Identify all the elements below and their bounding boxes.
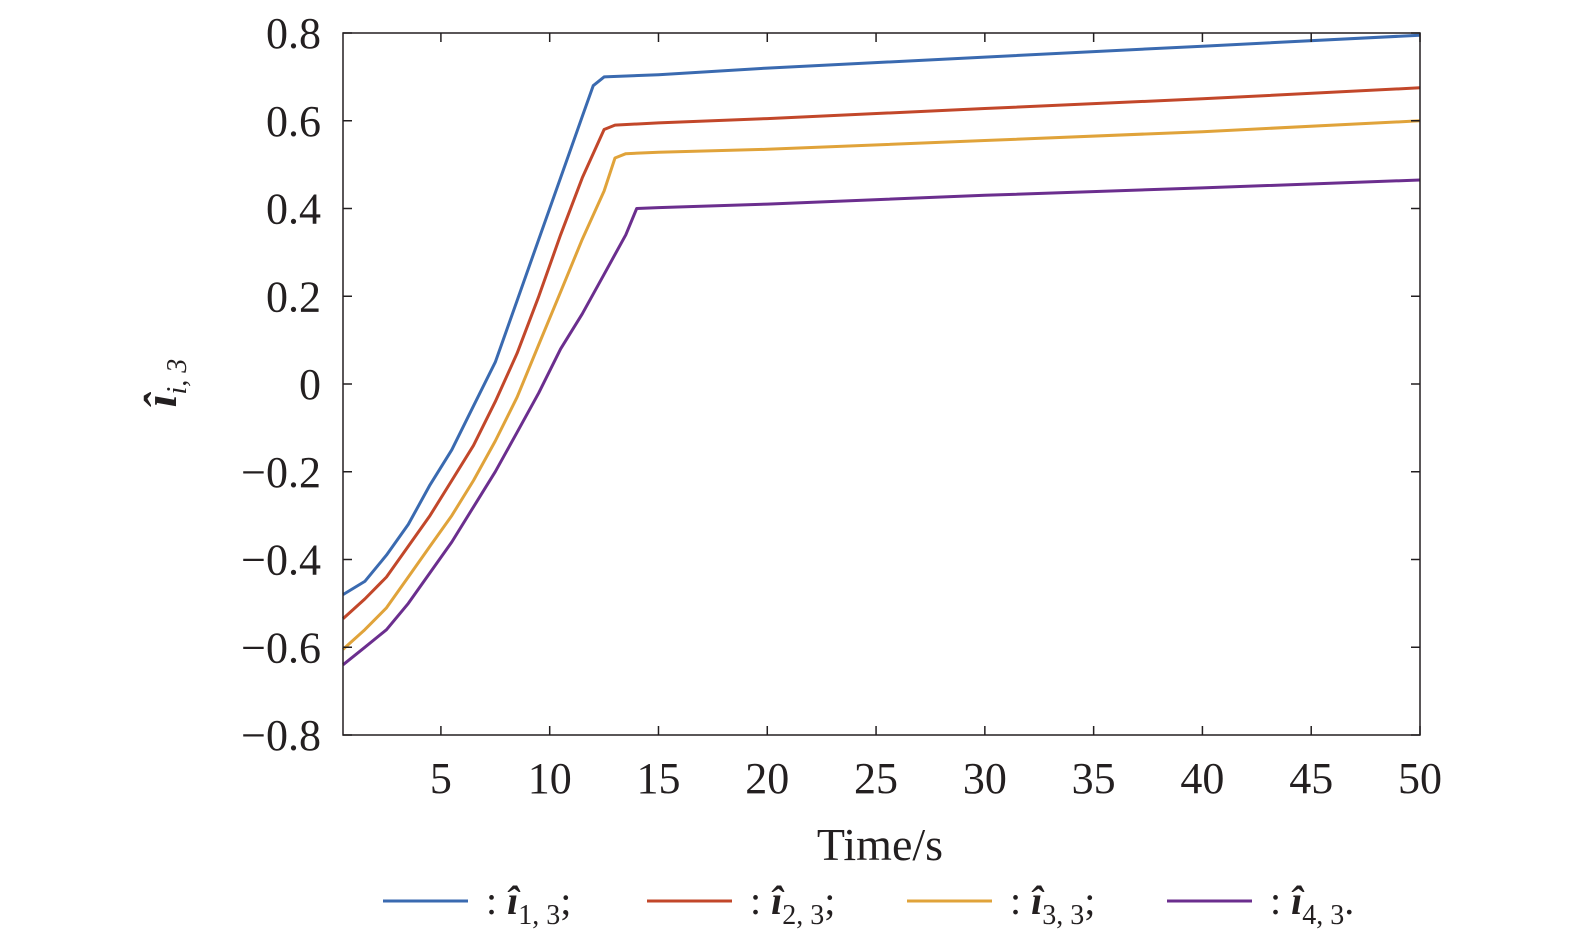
x-tick-label: 15 — [636, 754, 680, 803]
y-tick-label: −0.2 — [241, 448, 321, 497]
x-axis-title: Time/s — [817, 819, 943, 870]
y-tick-label: −0.6 — [241, 623, 321, 672]
x-tick-label: 50 — [1398, 754, 1442, 803]
series-line-2 — [341, 86, 1421, 620]
x-tick-label: 5 — [430, 754, 452, 803]
legend-label: : î1, 3; — [486, 878, 571, 931]
legend-label: : î4, 3. — [1270, 878, 1354, 931]
legend: : î1, 3; : î2, 3; : î3, 3; : î4, 3. — [383, 878, 1354, 931]
legend-item-4: : î4, 3. — [1167, 878, 1354, 931]
legend-item-2: : î2, 3; — [647, 878, 835, 931]
legend-item-1: : î1, 3; — [383, 878, 571, 931]
y-tick-label: 0.4 — [266, 185, 321, 234]
x-tick-label: 35 — [1072, 754, 1116, 803]
y-axis-title-symbol: î — [135, 391, 186, 407]
x-tick-label: 40 — [1180, 754, 1224, 803]
series-line-4 — [342, 178, 1421, 666]
x-tick-label: 25 — [854, 754, 898, 803]
series-line-1 — [342, 33, 1421, 596]
x-tick-label: 45 — [1289, 754, 1333, 803]
y-tick-label: 0.2 — [266, 272, 321, 321]
y-tick-label: 0.6 — [266, 97, 321, 146]
y-tick-label: 0 — [299, 360, 321, 409]
legend-label: : î3, 3; — [1010, 878, 1095, 931]
legend-label: : î2, 3; — [750, 878, 835, 931]
series-line-3 — [341, 119, 1421, 651]
legend-item-3: : î3, 3; — [907, 878, 1095, 931]
x-tick-label: 10 — [528, 754, 572, 803]
plot-frame — [342, 32, 1421, 736]
y-tick-label: 0.8 — [266, 9, 321, 58]
x-tick-label: 30 — [963, 754, 1007, 803]
y-axis-title-subscript: i, 3 — [162, 359, 193, 395]
y-axis-title: îi, 3 — [135, 359, 193, 408]
y-tick-label: −0.4 — [241, 536, 321, 585]
svg-text:îi, 3: îi, 3 — [135, 359, 193, 408]
y-tick-label: −0.8 — [241, 711, 321, 760]
x-tick-label: 20 — [745, 754, 789, 803]
